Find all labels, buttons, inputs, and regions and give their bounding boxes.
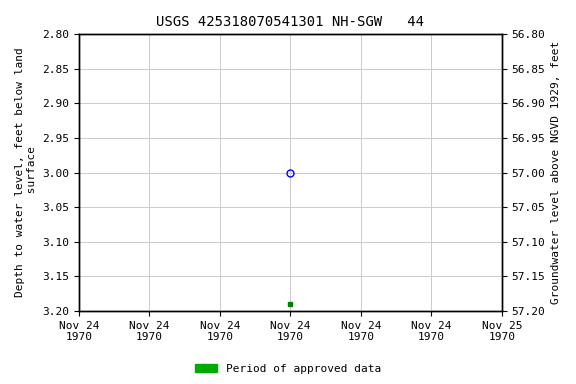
- Y-axis label: Groundwater level above NGVD 1929, feet: Groundwater level above NGVD 1929, feet: [551, 41, 561, 304]
- Title: USGS 425318070541301 NH-SGW   44: USGS 425318070541301 NH-SGW 44: [157, 15, 425, 29]
- Legend: Period of approved data: Period of approved data: [191, 359, 385, 379]
- Y-axis label: Depth to water level, feet below land
 surface: Depth to water level, feet below land su…: [15, 48, 37, 298]
